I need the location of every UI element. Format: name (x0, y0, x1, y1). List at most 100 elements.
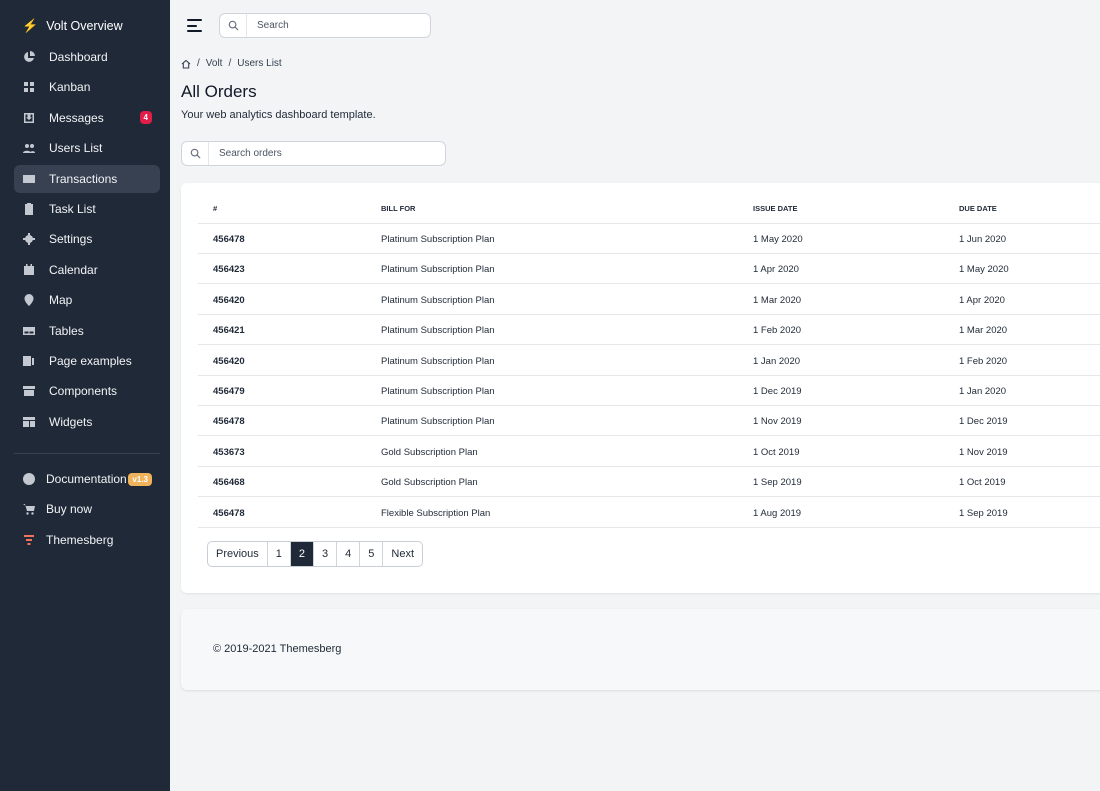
messages-count-badge: 4 (139, 111, 152, 125)
sidebar-item-label: Settings (49, 232, 93, 247)
sidebar-item-buy-now[interactable]: Buy now (14, 495, 160, 523)
table-cell[interactable]: 456479 (213, 386, 245, 397)
orders-table-card: # BILL FOR ISSUE DATE DUE DATE 456478 Platinu… (181, 183, 1100, 593)
table-cell: Gold Subscription Plan (381, 477, 478, 489)
table-row[interactable]: 456468 Gold Subscription Plan 1 Sep 2019 1 … (198, 467, 1100, 498)
sidebar-item-label: Calendar (49, 262, 98, 277)
sidebar-item-settings[interactable]: Settings (14, 225, 160, 253)
sidebar-item-users-list[interactable]: Users List (14, 134, 160, 162)
table-row[interactable]: 453673 Gold Subscription Plan 1 Oct 2019 1 … (198, 437, 1100, 467)
column-header: ISSUE DATE (753, 204, 798, 213)
table-icon (23, 325, 35, 337)
sidebar-item-task-list[interactable]: Task List (14, 195, 160, 223)
table-cell: Platinum Subscription Plan (381, 264, 495, 276)
page-1-button[interactable]: 1 (268, 542, 291, 566)
table-cell[interactable]: 456478 (213, 416, 245, 428)
table-cell: 1 Apr 2020 (753, 264, 799, 276)
version-badge: v1.3 (128, 472, 152, 486)
table-row[interactable]: 456479 Platinum Subscription Plan 1 Dec 20… (198, 376, 1100, 406)
sidebar-divider (14, 453, 160, 454)
table-cell: 1 Sep 2019 (753, 477, 802, 489)
table-cell: 1 Aug 2019 (753, 507, 802, 519)
table-cell[interactable]: 456421 (213, 325, 245, 337)
table-row[interactable]: 456478 Platinum Subscription Plan 1 Nov 20… (198, 406, 1100, 437)
sidebar-item-messages[interactable]: Messages 4 (14, 104, 160, 132)
search-icon (182, 142, 209, 165)
template-icon (23, 416, 35, 428)
sidebar-item-kanban[interactable]: Kanban (14, 73, 160, 101)
table-cell: 1 Sep 2019 (959, 507, 1008, 519)
page-next-button[interactable]: Next (391, 548, 415, 560)
bolt-icon: ⚡ (22, 18, 39, 33)
sidebar-item-tables[interactable]: Tables (14, 317, 160, 345)
gear-icon (23, 233, 35, 246)
table-cell: 1 May 2020 (753, 234, 803, 245)
breadcrumb-volt[interactable]: Volt (205, 58, 223, 69)
sidebar-item-documentation[interactable]: Documentation v1.3 (14, 465, 160, 493)
page-5-button[interactable]: 5 (360, 542, 384, 566)
table-cell: 1 Dec 2019 (753, 386, 802, 397)
table-cell[interactable]: 456468 (213, 477, 245, 489)
table-row[interactable]: 456478 Platinum Subscription Plan 1 May 20… (198, 224, 1100, 254)
page-title: All Orders (181, 82, 257, 101)
sidebar-item-label: Tables (49, 323, 84, 338)
table-cell: 1 Jun 2020 (959, 234, 1007, 245)
table-cell[interactable]: 456423 (213, 264, 245, 276)
sidebar: ⚡ Volt Overview Dashboard Kanban Message… (0, 0, 170, 791)
table-cell: 1 Nov 2019 (959, 446, 1008, 458)
sidebar-item-widgets[interactable]: Widgets (14, 408, 160, 436)
credit-card-icon (23, 173, 35, 185)
sidebar-item-label: Task List (49, 202, 96, 216)
search-orders-input[interactable]: Search orders (181, 141, 446, 166)
sidebar-item-page-examples[interactable]: Page examples (14, 347, 160, 375)
table-cell: 1 Mar 2020 (959, 325, 1008, 337)
sidebar-item-transactions[interactable]: Transactions (14, 164, 160, 193)
sidebar-item-label: Dashboard (49, 50, 108, 64)
sidebar-item-label: Widgets (49, 414, 93, 429)
page-previous-button[interactable]: Previous (208, 542, 268, 566)
sidebar-item-themesberg[interactable]: Themesberg (14, 526, 160, 554)
sidebar-item-label: Kanban (49, 80, 91, 95)
page-icon (23, 355, 35, 367)
table-row[interactable]: 456420 Platinum Subscription Plan 1 Mar 20… (198, 285, 1100, 315)
table-cell: 1 Feb 2020 (753, 325, 802, 337)
table-cell[interactable]: 456420 (213, 294, 245, 306)
table-cell[interactable]: 456420 (213, 355, 245, 367)
breadcrumb: / Volt / Users List (181, 58, 282, 69)
table-cell[interactable]: 456478 (213, 507, 245, 519)
brand-label: Volt Overview (46, 19, 123, 33)
page-3-button[interactable]: 3 (314, 542, 338, 566)
table-row[interactable]: 456478 Flexible Subscription Plan 1 Aug 20… (198, 498, 1100, 528)
table-cell: Gold Subscription Plan (381, 446, 478, 458)
table-cell: Platinum Subscription Plan (381, 234, 495, 245)
table-cell: 1 Jan 2020 (959, 386, 1007, 397)
sidebar-item-label: Components (49, 384, 118, 399)
sidebar-item-calendar[interactable]: Calendar (14, 256, 160, 284)
sidebar-item-dashboard[interactable]: Dashboard (14, 43, 160, 71)
sidebar-item-label: Transactions (49, 171, 118, 186)
home-icon[interactable] (181, 59, 191, 69)
table-cell[interactable]: 453673 (213, 446, 245, 458)
archive-icon (23, 385, 35, 397)
table-cell: 1 Oct 2019 (959, 477, 1006, 489)
footer: © 2019-2021 Themesberg (181, 609, 1100, 690)
menu-toggle-icon[interactable] (187, 19, 202, 36)
column-header: # (213, 204, 218, 213)
table-cell: Platinum Subscription Plan (381, 325, 495, 337)
table-row[interactable]: 456420 Platinum Subscription Plan 1 Jan 20… (198, 346, 1100, 376)
table-row[interactable]: 456423 Platinum Subscription Plan 1 Apr 20… (198, 254, 1100, 285)
table-cell[interactable]: 456478 (213, 234, 245, 245)
brand-link[interactable]: ⚡ Volt Overview (22, 18, 123, 34)
table-cell: 1 Apr 2020 (959, 294, 1005, 306)
table-cell: Flexible Subscription Plan (381, 507, 491, 519)
column-header: BILL FOR (381, 204, 416, 213)
table-header-row: # BILL FOR ISSUE DATE DUE DATE (198, 194, 1100, 224)
table-cell: 1 Feb 2020 (959, 355, 1008, 367)
page-4-button[interactable]: 4 (337, 542, 361, 566)
sidebar-item-map[interactable]: Map (14, 286, 160, 314)
sidebar-item-components[interactable]: Components (14, 377, 160, 405)
question-icon (23, 473, 35, 485)
table-row[interactable]: 456421 Platinum Subscription Plan 1 Feb 20… (198, 315, 1100, 346)
top-search-input[interactable]: Search (219, 13, 431, 38)
page-2-button[interactable]: 2 (290, 542, 315, 566)
